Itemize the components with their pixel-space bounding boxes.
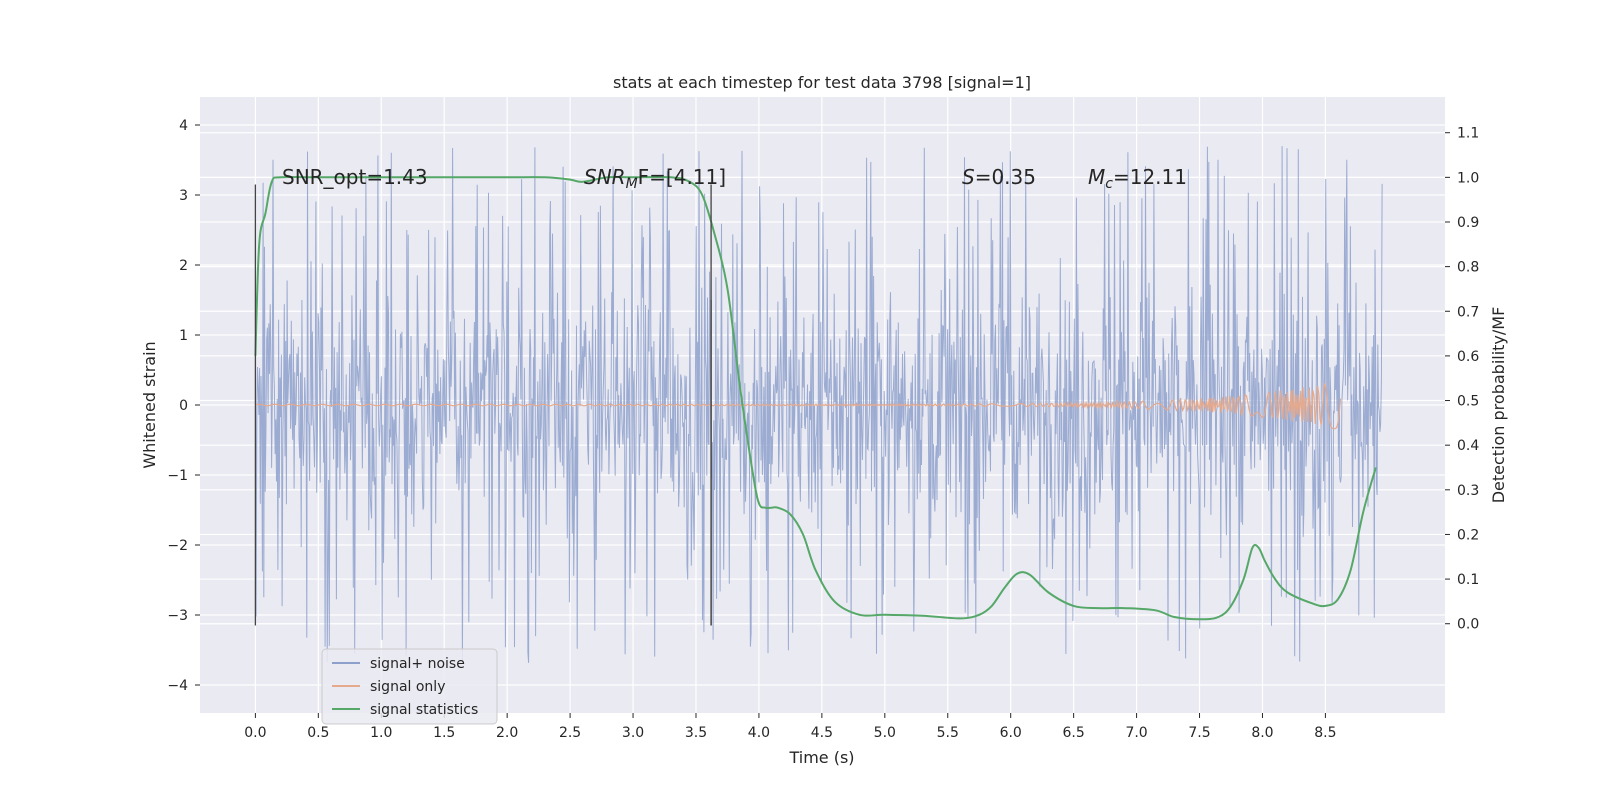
x-tick-label: 8.5: [1314, 725, 1336, 741]
y-right-tick-label: 0.5: [1457, 394, 1479, 410]
legend: signal+ noise signal only signal statist…: [321, 648, 498, 725]
y-tick-label: −4: [167, 678, 188, 694]
x-tick-label: 2.0: [496, 725, 518, 741]
snr-mf-value: F=[4.11]: [638, 165, 726, 189]
x-tick-label: 2.5: [559, 725, 581, 741]
s-symbol: S: [962, 165, 975, 189]
y-right-tick-label: 0.3: [1457, 483, 1479, 499]
legend-label-stats: signal statistics: [370, 702, 478, 718]
y-right-axis-label: Detection probability/MF: [1489, 307, 1508, 504]
x-axis-label: Time (s): [788, 748, 854, 767]
x-tick-label: 7.0: [1125, 725, 1147, 741]
y-tick-label: −2: [167, 538, 188, 554]
s-value: =0.35: [975, 165, 1036, 189]
annotation-snr-mf: SNRMF=[4.11]: [584, 165, 726, 192]
x-tick-label: 1.0: [370, 725, 392, 741]
x-tick-label: 4.0: [748, 725, 770, 741]
y-right-tick-label: 0.9: [1457, 215, 1479, 231]
series-signal-statistics: [254, 175, 1377, 621]
annotation-s: S=0.35: [962, 165, 1036, 189]
annotation-snr-opt: SNR_opt=1.43: [282, 165, 428, 189]
mc-value: =12.11: [1113, 165, 1187, 189]
y-right-tick-label: 0.4: [1457, 438, 1479, 454]
y-tick-label: 3: [179, 188, 188, 204]
y-tick-label: −1: [167, 468, 188, 484]
x-tick-label: 5.5: [937, 725, 959, 741]
y-tick-label: −3: [167, 608, 188, 624]
x-tick-label: 5.0: [874, 725, 896, 741]
x-tick-label: 3.0: [622, 725, 644, 741]
vertical-markers: [254, 184, 712, 626]
y-tick-label: 1: [179, 328, 188, 344]
x-tick-label: 4.5: [811, 725, 833, 741]
y-axis-label: Whitened strain: [140, 341, 159, 468]
mc-symbol: M: [1088, 165, 1105, 189]
x-tick-label: 0.5: [307, 725, 329, 741]
y-tick-label: 4: [179, 118, 188, 134]
x-tick-label: 1.5: [433, 725, 455, 741]
x-tick-label: 3.5: [685, 725, 707, 741]
y-right-tick-label: 0.2: [1457, 527, 1479, 543]
legend-label-noise: signal+ noise: [370, 656, 465, 672]
x-tick-label: 7.5: [1188, 725, 1210, 741]
mc-subscript: c: [1105, 176, 1113, 192]
snr-mf-subscript: M: [626, 176, 638, 192]
y-right-tick-label: 0.1: [1457, 572, 1479, 588]
y-tick-label: 2: [179, 258, 188, 274]
y-right-tick-label: 0.0: [1457, 617, 1479, 633]
y-right-tick-label: 1.1: [1457, 126, 1479, 142]
tick-labels: 0.0 0.5 1.0 1.5 2.0 2.5 3.0 3.5 4.0 4.5 5.0 5.5 6.0 6…: [167, 118, 1479, 741]
snr-mf-symbol: SNR: [584, 165, 626, 189]
x-tick-label: 6.5: [1063, 725, 1085, 741]
y-right-tick-label: 1.0: [1457, 170, 1479, 186]
x-tick-label: 8.0: [1251, 725, 1273, 741]
y-right-tick-label: 0.6: [1457, 349, 1479, 365]
y-tick-label: 0: [179, 398, 188, 414]
series-signal-noise: [254, 146, 1383, 663]
y-right-tick-label: 0.8: [1457, 260, 1479, 276]
annotation-mc: Mc=12.11: [1088, 165, 1187, 192]
x-tick-label: 0.0: [244, 725, 266, 741]
y-right-tick-label: 0.7: [1457, 304, 1479, 320]
series-layer: [254, 146, 1383, 663]
x-tick-label: 6.0: [1000, 725, 1022, 741]
legend-label-signal: signal only: [370, 679, 445, 695]
legend-box: [321, 648, 498, 725]
chart-title: stats at each timestep for test data 379…: [613, 73, 1031, 92]
series-signal-only: [255, 383, 1342, 430]
